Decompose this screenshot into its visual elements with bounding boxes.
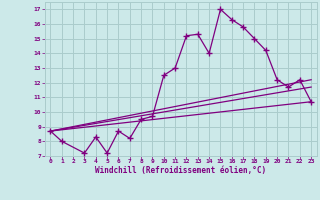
X-axis label: Windchill (Refroidissement éolien,°C): Windchill (Refroidissement éolien,°C): [95, 166, 266, 175]
